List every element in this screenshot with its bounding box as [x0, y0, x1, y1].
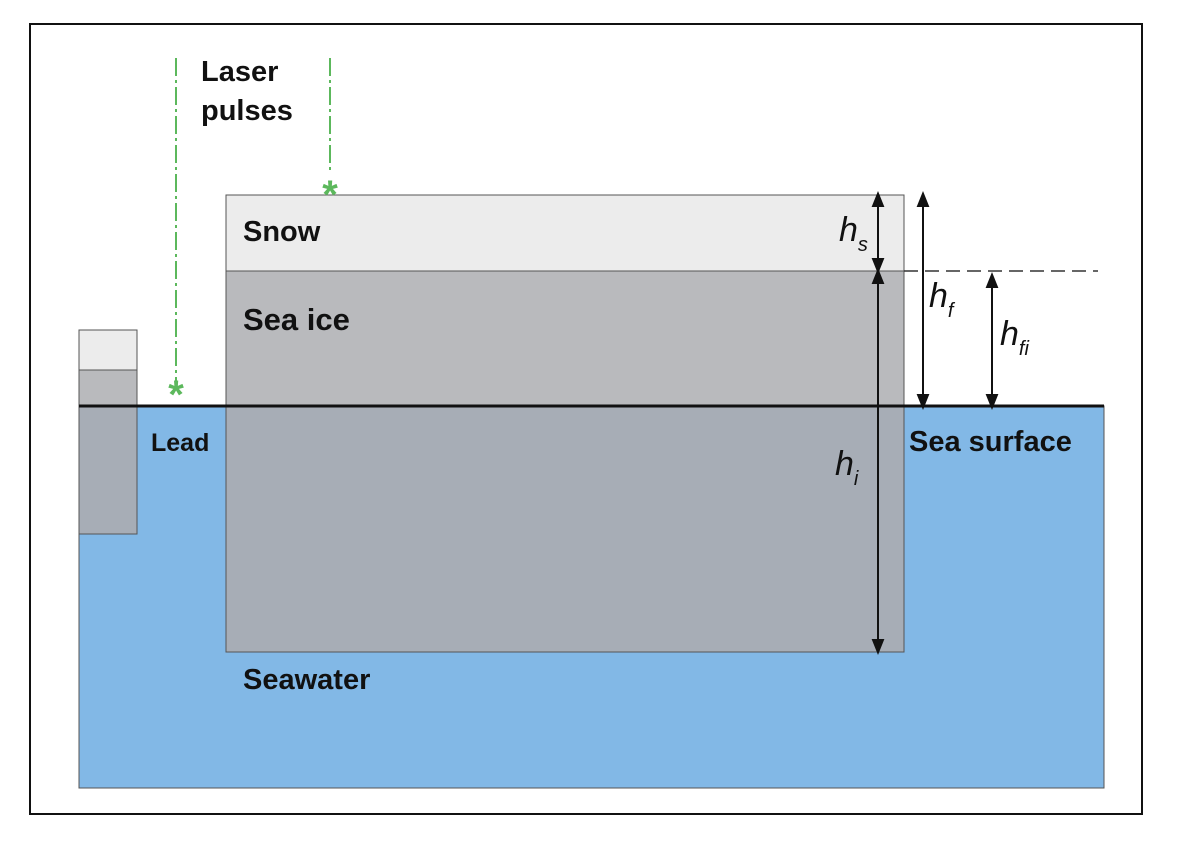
snow-layer [225, 194, 905, 272]
lead-label: Lead [151, 429, 209, 457]
laser-pulses-label-line2: pulses [201, 95, 293, 127]
snow-label: Snow [243, 216, 321, 248]
hi-symbol: hi [835, 445, 859, 490]
seawater-label: Seawater [243, 664, 370, 696]
small-floe-ice-below [78, 405, 138, 535]
laser-return-marker-snow: * [322, 173, 338, 217]
small-floe-ice-above [78, 369, 138, 407]
sea-ice-above-water [225, 270, 905, 407]
hfi-symbol: hfi [1000, 315, 1029, 360]
sea-ice-label: Sea ice [243, 302, 350, 337]
small-floe-snow [78, 329, 138, 371]
sea-surface-label: Sea surface [909, 426, 1072, 458]
sea-ice-below-water [225, 405, 905, 653]
hs-symbol: hs [839, 211, 868, 256]
laser-return-marker-lead: * [168, 373, 184, 417]
laser-pulses-label-line1: Laser [201, 56, 278, 88]
hf-symbol: hf [929, 277, 956, 322]
